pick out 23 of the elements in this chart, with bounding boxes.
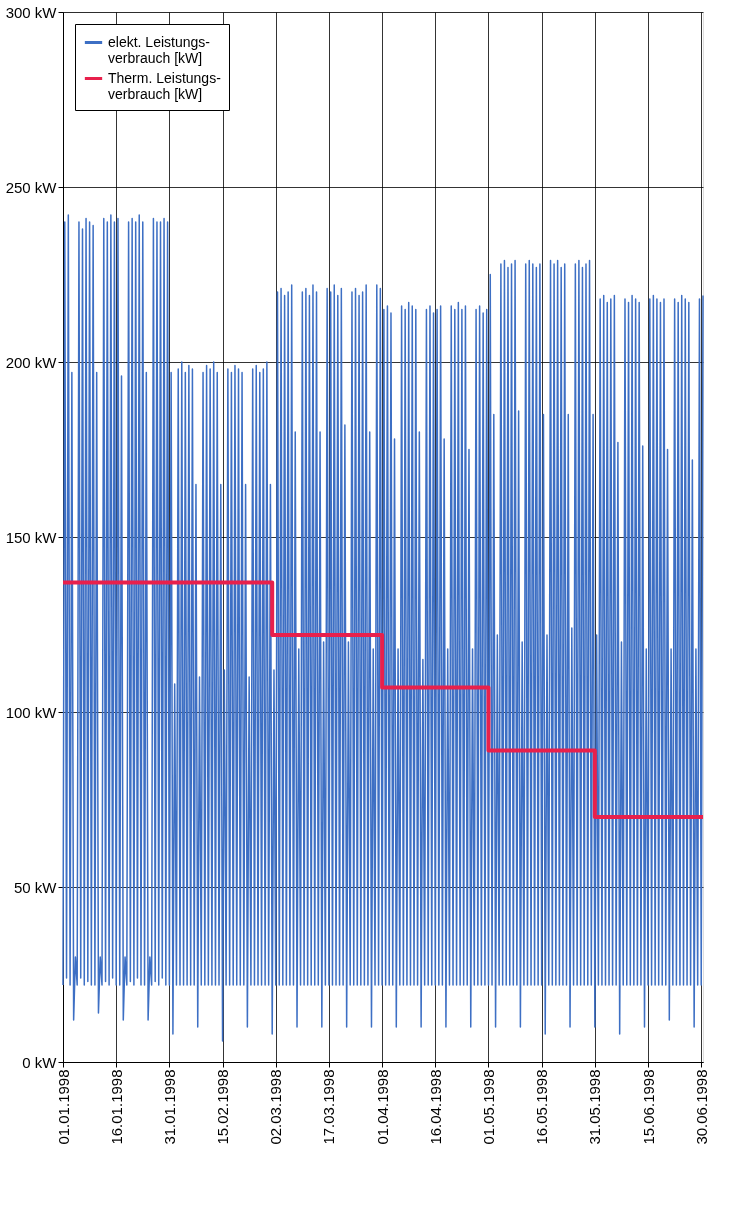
x-tick-label: 31.05.1998 xyxy=(586,1069,604,1145)
x-tick-label: 15.02.1998 xyxy=(214,1069,232,1145)
y-tick-label: 0 kW xyxy=(22,1053,58,1071)
legend-label: Therm. Leistungs- verbrauch [kW] xyxy=(108,69,222,102)
x-tick-label: 30.06.1998 xyxy=(692,1069,710,1145)
y-tick-label: 150 kW xyxy=(5,528,58,546)
y-tick-label: 50 kW xyxy=(13,878,58,896)
legend-label: elekt. Leistungs- verbrauch [kW] xyxy=(108,33,211,66)
y-tick-label: 200 kW xyxy=(5,353,58,371)
x-tick-label: 02.03.1998 xyxy=(267,1069,285,1145)
x-tick-label: 01.05.1998 xyxy=(479,1069,497,1145)
line-series xyxy=(62,214,704,1042)
y-tick-label: 300 kW xyxy=(5,3,58,21)
x-tick-label: 17.03.1998 xyxy=(320,1069,338,1145)
y-tick-label: 100 kW xyxy=(5,703,58,721)
x-tick-label: 15.06.1998 xyxy=(639,1069,657,1145)
x-tick-label: 01.04.1998 xyxy=(373,1069,391,1145)
y-tick-label: 250 kW xyxy=(5,178,58,196)
x-tick-label: 01.01.1998 xyxy=(54,1069,72,1145)
x-tick-label: 16.01.1998 xyxy=(107,1069,125,1145)
x-tick-label: 16.04.1998 xyxy=(426,1069,444,1145)
x-tick-label: 31.01.1998 xyxy=(160,1069,178,1145)
x-tick-label: 16.05.1998 xyxy=(533,1069,551,1145)
